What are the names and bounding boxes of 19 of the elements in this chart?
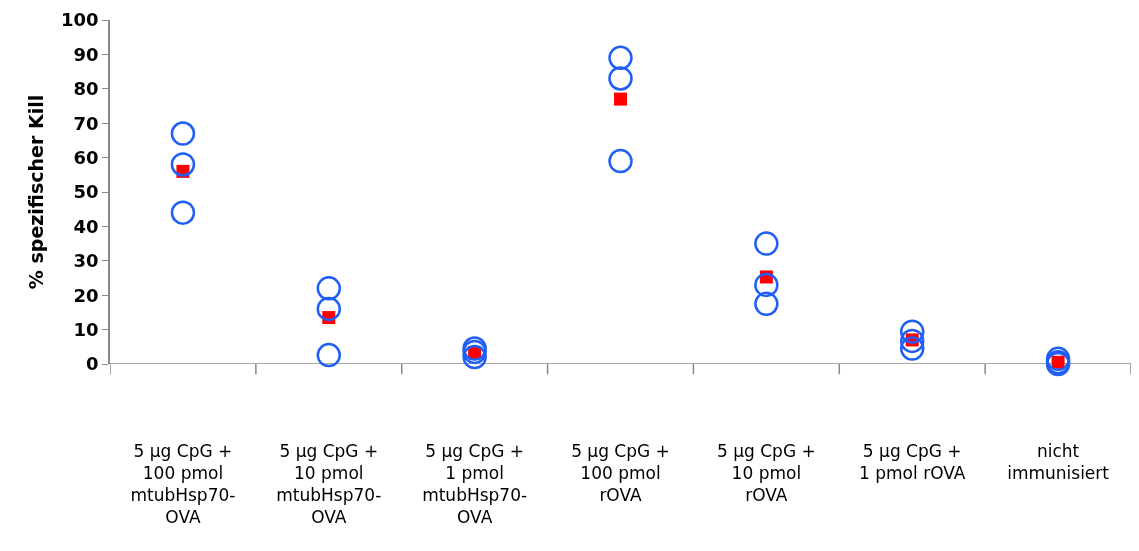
x-tick-label: nicht immunisiert: [1007, 441, 1110, 484]
x-tick-label: 5 µg CpG + 10 pmol mtubHsp70-OVA: [276, 441, 382, 528]
y-tick-label: 60: [73, 146, 99, 168]
y-tick-label: 30: [73, 250, 99, 272]
y-tick-label: 50: [73, 181, 99, 203]
y-tick-label: 100: [61, 9, 99, 31]
y-tick-label: 80: [73, 78, 99, 100]
y-tick-label: 10: [73, 318, 99, 340]
x-tick-label: 5 µg CpG + 100 pmol rOVA: [571, 441, 670, 506]
y-tick-label: 0: [86, 353, 99, 375]
x-tick-label: 5 µg CpG + 100 pmol mtubHsp70-OVA: [130, 441, 236, 528]
y-tick-label: 40: [73, 215, 99, 237]
x-tick-label: 5 µg CpG + 1 pmol rOVA: [859, 441, 966, 484]
y-axis-title: % spezifischer Kill: [25, 94, 48, 290]
y-tick-label: 20: [73, 284, 99, 306]
y-tick-label: 90: [73, 43, 99, 65]
y-tick-label: 70: [73, 112, 99, 134]
x-tick-label: 5 µg CpG + 10 pmol rOVA: [717, 441, 816, 506]
x-tick-label: 5 µg CpG + 1 pmol mtubHsp70-OVA: [422, 441, 528, 528]
